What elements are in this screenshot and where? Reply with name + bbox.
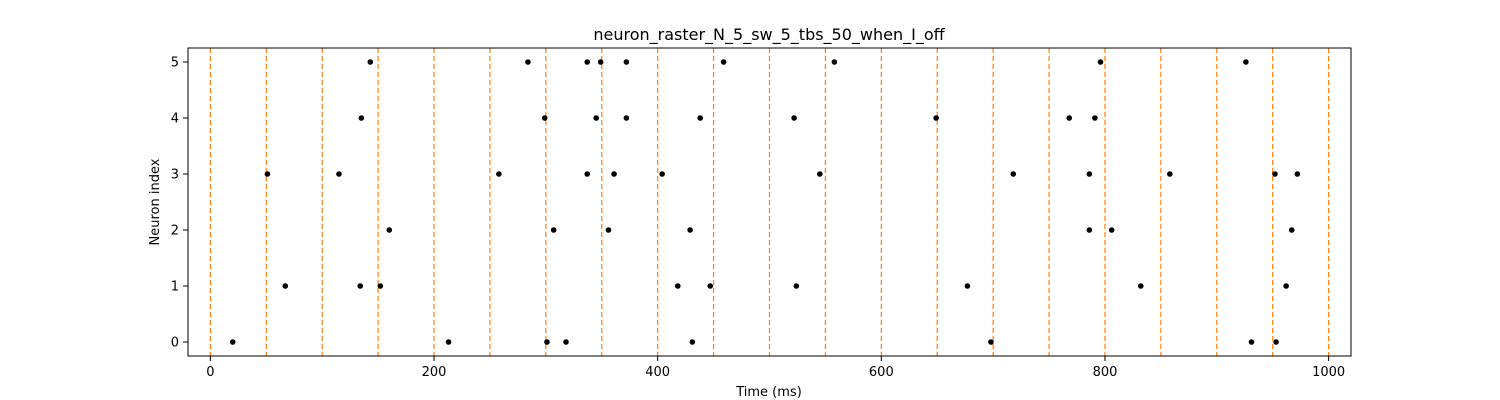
spike-point <box>689 339 696 345</box>
spike-point <box>1248 339 1255 345</box>
spike-point <box>817 171 823 177</box>
y-tick-label: 0 <box>171 336 179 351</box>
spike-point <box>1283 283 1289 289</box>
spike-point <box>584 59 591 65</box>
spike-point <box>386 227 393 233</box>
spike-point <box>1273 339 1279 345</box>
spike-point <box>707 283 714 289</box>
spike-point <box>496 171 502 177</box>
spike-point <box>623 59 630 65</box>
spike-point <box>1092 115 1098 121</box>
spike-point <box>687 227 693 233</box>
spike-point <box>964 283 971 289</box>
spike-point <box>357 283 364 289</box>
x-axis-label: Time (ms) <box>735 385 802 400</box>
spike-point <box>675 283 681 289</box>
spike-point <box>367 59 374 65</box>
spike-point <box>563 339 569 345</box>
spike-point <box>1086 227 1093 233</box>
spike-point <box>1137 283 1144 289</box>
spike-point <box>445 339 452 345</box>
x-tick-label: 800 <box>1093 365 1118 380</box>
spike-point <box>1272 171 1278 177</box>
y-tick-label: 3 <box>171 168 179 183</box>
plot-frame <box>187 47 1352 357</box>
x-axis: 0 200 400 600 800 1000 <box>206 356 1345 380</box>
spike-point <box>1288 227 1295 233</box>
spike-point <box>623 115 630 121</box>
spike-point <box>1097 59 1104 65</box>
spike-point <box>358 115 365 121</box>
y-tick-label: 1 <box>171 280 179 295</box>
spike-point <box>336 171 342 177</box>
spike-point <box>793 283 800 289</box>
x-tick-label: 1000 <box>1312 365 1345 380</box>
spike-point <box>544 339 550 345</box>
spike-point <box>377 283 384 289</box>
x-tick-label: 200 <box>422 365 447 380</box>
spike-point <box>605 227 612 233</box>
spike-point <box>264 171 271 177</box>
spike-point <box>1167 171 1173 177</box>
spike-point <box>1108 227 1115 233</box>
spike-point <box>1243 59 1249 65</box>
spike-point <box>541 115 548 121</box>
spike-point <box>525 59 531 65</box>
y-tick-label: 5 <box>171 56 179 71</box>
y-tick-label: 2 <box>171 224 179 239</box>
spike-point <box>1010 171 1017 177</box>
chart-title: neuron_raster_N_5_sw_5_tbs_50_when_I_off <box>593 25 945 45</box>
boundary-lines <box>209 48 1330 356</box>
spike-point <box>988 339 994 345</box>
x-tick-label: 600 <box>869 365 894 380</box>
y-axis-label: Neuron index <box>148 158 163 245</box>
y-axis: 0 1 2 3 4 5 <box>171 56 188 351</box>
spike-point <box>1294 171 1301 177</box>
spike-point <box>597 59 604 65</box>
spike-point <box>933 115 939 121</box>
x-tick-label: 400 <box>645 365 670 380</box>
spike-point <box>229 339 236 345</box>
spike-point <box>1066 115 1072 121</box>
spike-point <box>611 171 617 177</box>
spike-point <box>697 115 703 121</box>
y-tick-label: 4 <box>171 112 179 127</box>
spike-point <box>282 283 289 289</box>
spike-point <box>659 171 665 177</box>
spike-points <box>229 59 1301 345</box>
spike-point <box>593 115 599 121</box>
spike-point <box>1086 171 1093 177</box>
spike-point <box>791 115 797 121</box>
spike-point <box>831 59 838 65</box>
x-tick-label: 0 <box>206 365 214 380</box>
spike-point <box>550 227 557 233</box>
spike-point <box>720 59 727 65</box>
spike-point <box>584 171 591 177</box>
